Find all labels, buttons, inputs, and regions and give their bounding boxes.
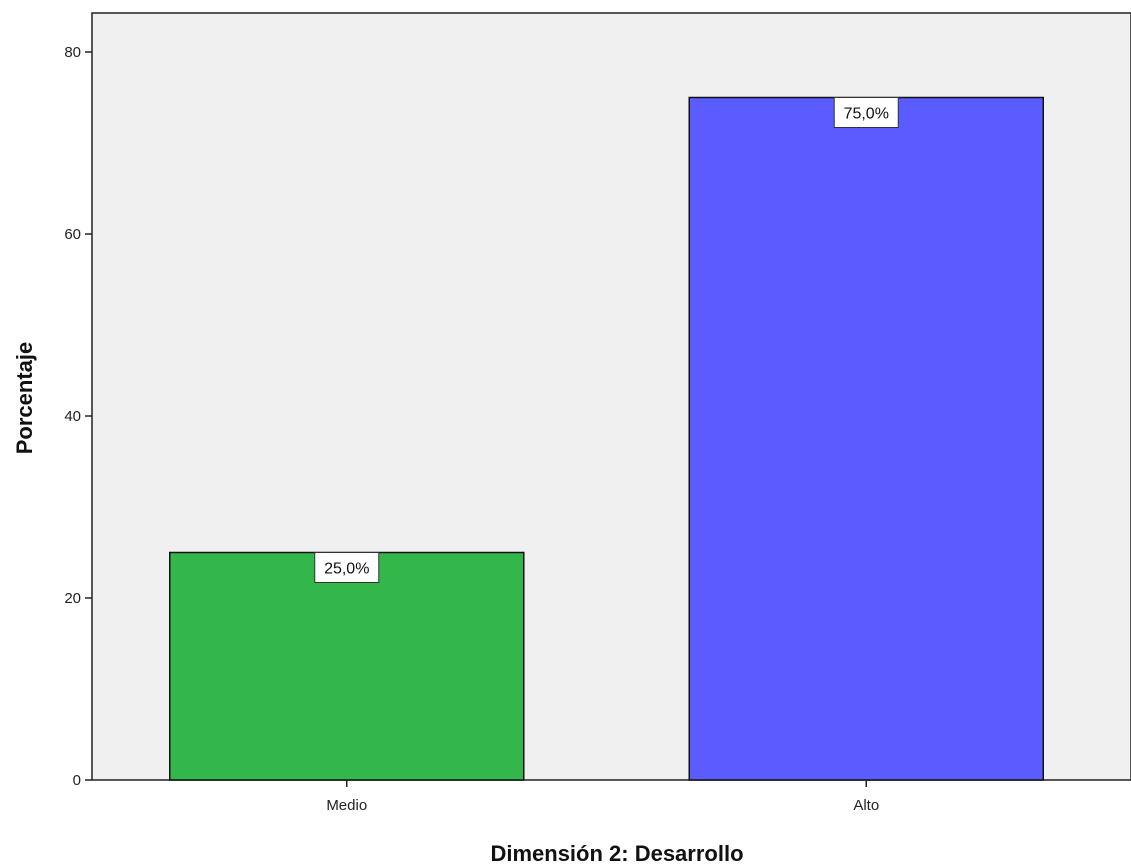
y-axis-title: Porcentaje [12, 342, 37, 455]
x-tick-label: Alto [853, 797, 879, 814]
x-axis: Medio Alto [326, 780, 879, 814]
x-axis-title: Dimensión 2: Desarrollo [490, 841, 743, 865]
y-tick-label: 0 [73, 772, 81, 789]
y-tick-label: 60 [64, 226, 81, 243]
x-tick-label: Medio [326, 797, 367, 814]
data-label-box [314, 552, 380, 583]
data-labels-group: 25,0% 75,0% [314, 97, 899, 583]
y-tick-label: 80 [64, 44, 81, 61]
y-tick-label: 40 [64, 408, 81, 425]
y-tick-label: 20 [64, 590, 81, 607]
bar-alto [688, 96, 1044, 781]
data-label-box [833, 97, 899, 128]
data-label: 75,0% [844, 106, 889, 123]
data-label: 25,0% [324, 561, 369, 578]
y-axis: 0 20 40 60 80 [64, 44, 92, 789]
bar-medio [169, 551, 525, 781]
